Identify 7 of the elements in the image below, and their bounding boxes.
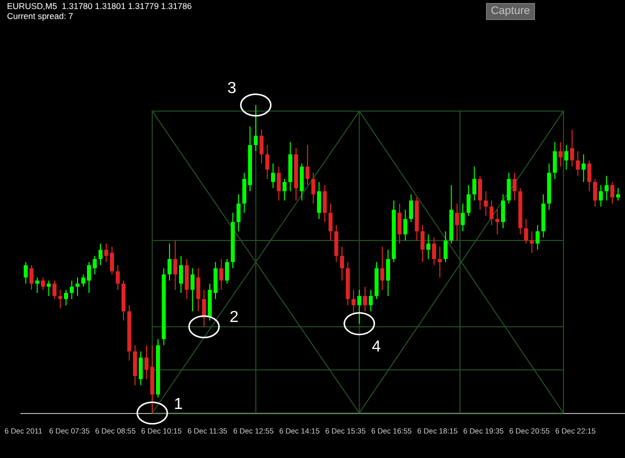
annotation: 2 xyxy=(230,308,239,326)
annotation: 1 xyxy=(174,396,183,413)
annotation: 3 xyxy=(227,80,236,97)
chart-title: EURUSD,M5 1.31780 1.31801 1.31779 1.31786 xyxy=(7,1,192,12)
chart-subtitle: Current spread: 7 xyxy=(7,10,74,21)
text: Capture xyxy=(486,3,535,20)
annotation: 4 xyxy=(372,338,381,356)
